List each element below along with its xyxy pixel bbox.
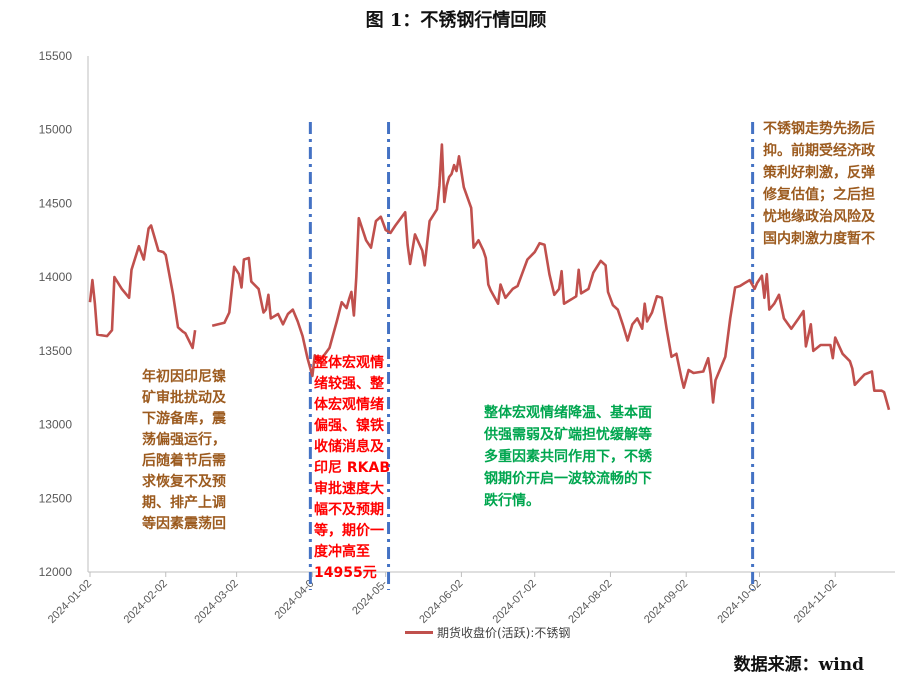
annotation-line: 等因素震荡回 — [142, 516, 226, 532]
y-tick-label: 12500 — [39, 491, 73, 505]
x-tick-label: 2024-08-02 — [566, 578, 614, 626]
x-tick-label: 2024-06-02 — [417, 578, 465, 626]
annotation-line: 整体宏观情绪降温、基本面 — [484, 405, 652, 421]
annotation-line: 年初因印尼镍 — [142, 369, 226, 385]
data-source: 数据来源：wind — [733, 655, 864, 675]
y-tick-label: 13000 — [39, 418, 73, 432]
legend-swatch — [405, 631, 433, 634]
series-line — [88, 143, 891, 411]
legend-label: 期货收盘价(活跃):不锈钢 — [437, 626, 571, 640]
annotation-line: 体宏观情绪 — [314, 397, 384, 413]
annotation-late-year: 不锈钢走势先扬后 抑。前期受经济政 策利好刺激，反弹 修复估值；之后担 忧地缘政… — [763, 118, 875, 250]
annotation-line: 求恢复不及预 — [142, 474, 226, 490]
y-tick-label: 12000 — [39, 565, 73, 579]
annotation-line: 多重因素共同作用下，不锈 — [484, 449, 652, 465]
x-tick-label: 2024-01-02 — [46, 578, 94, 626]
y-tick-label: 15500 — [39, 49, 73, 63]
annotation-line: 等，期价一 — [314, 523, 384, 539]
annotation-line: 策利好刺激，反弹 — [763, 165, 875, 181]
annotation-line: 跌行情。 — [484, 493, 540, 509]
annotation-line: 印尼 RKAB — [314, 460, 391, 476]
annotation-line: 荡偏强运行， — [142, 432, 226, 448]
annotation-line: 后随着节后需 — [142, 453, 226, 469]
annotation-line: 绪较强、整 — [314, 376, 384, 392]
annotation-line: 收储消息及 — [314, 439, 384, 455]
annotation-line: 14955元 — [314, 565, 377, 581]
x-tick-label: 2024-03-02 — [192, 578, 240, 626]
annotation-decline: 整体宏观情绪降温、基本面 供强需弱及矿端担忧缓解等 多重因素共同作用下，不锈 钢… — [484, 402, 652, 512]
annotation-line: 抑。前期受经济政 — [763, 143, 875, 159]
annotation-line: 不锈钢走势先扬后 — [763, 121, 875, 137]
x-tick-label: 2024-07-02 — [491, 578, 539, 626]
y-tick-label: 14000 — [39, 270, 73, 284]
annotation-line: 钢期价开启一波较流畅的下 — [484, 471, 652, 487]
annotation-line: 审批速度大 — [314, 481, 384, 497]
annotation-rally: 整体宏观情 绪较强、整 体宏观情绪 偏强、镍铁 收储消息及 印尼 RKAB 审批… — [314, 353, 390, 584]
y-tick-label: 15000 — [39, 123, 73, 137]
annotation-line: 供强需弱及矿端担忧缓解等 — [484, 427, 652, 443]
annotation-line: 国内刺激力度暂不 — [763, 231, 875, 247]
annotation-line: 修复估值；之后担 — [763, 187, 875, 203]
x-tick-label: 2024-09-02 — [642, 578, 690, 626]
annotation-line: 下游备库，震 — [142, 411, 226, 427]
annotation-line: 偏强、镍铁 — [314, 418, 384, 434]
x-tick-label: 2024-02-02 — [122, 578, 170, 626]
annotation-line: 整体宏观情 — [314, 355, 384, 371]
x-tick-label: 2024-11-02 — [792, 578, 840, 626]
chart-title: 图 1：不锈钢行情回顾 — [365, 10, 547, 31]
annotation-line: 度冲高至 — [314, 544, 370, 560]
annotation-line: 矿审批扰动及 — [142, 390, 226, 406]
legend: 期货收盘价(活跃):不锈钢 — [405, 624, 570, 641]
x-tick-label: 2024-04-0 — [273, 578, 317, 622]
annotation-line: 幅不及预期 — [314, 502, 384, 518]
annotation-early-year: 年初因印尼镍 矿审批扰动及 下游备库，震 荡偏强运行， 后随着节后需 求恢复不及… — [142, 367, 226, 535]
annotation-line: 忧地缘政治风险及 — [763, 209, 875, 225]
x-tick-label: 2024-10-02 — [715, 578, 763, 626]
annotation-line: 期、排产上调 — [142, 495, 226, 511]
y-tick-label: 13500 — [39, 344, 73, 358]
y-tick-label: 14500 — [39, 196, 73, 210]
